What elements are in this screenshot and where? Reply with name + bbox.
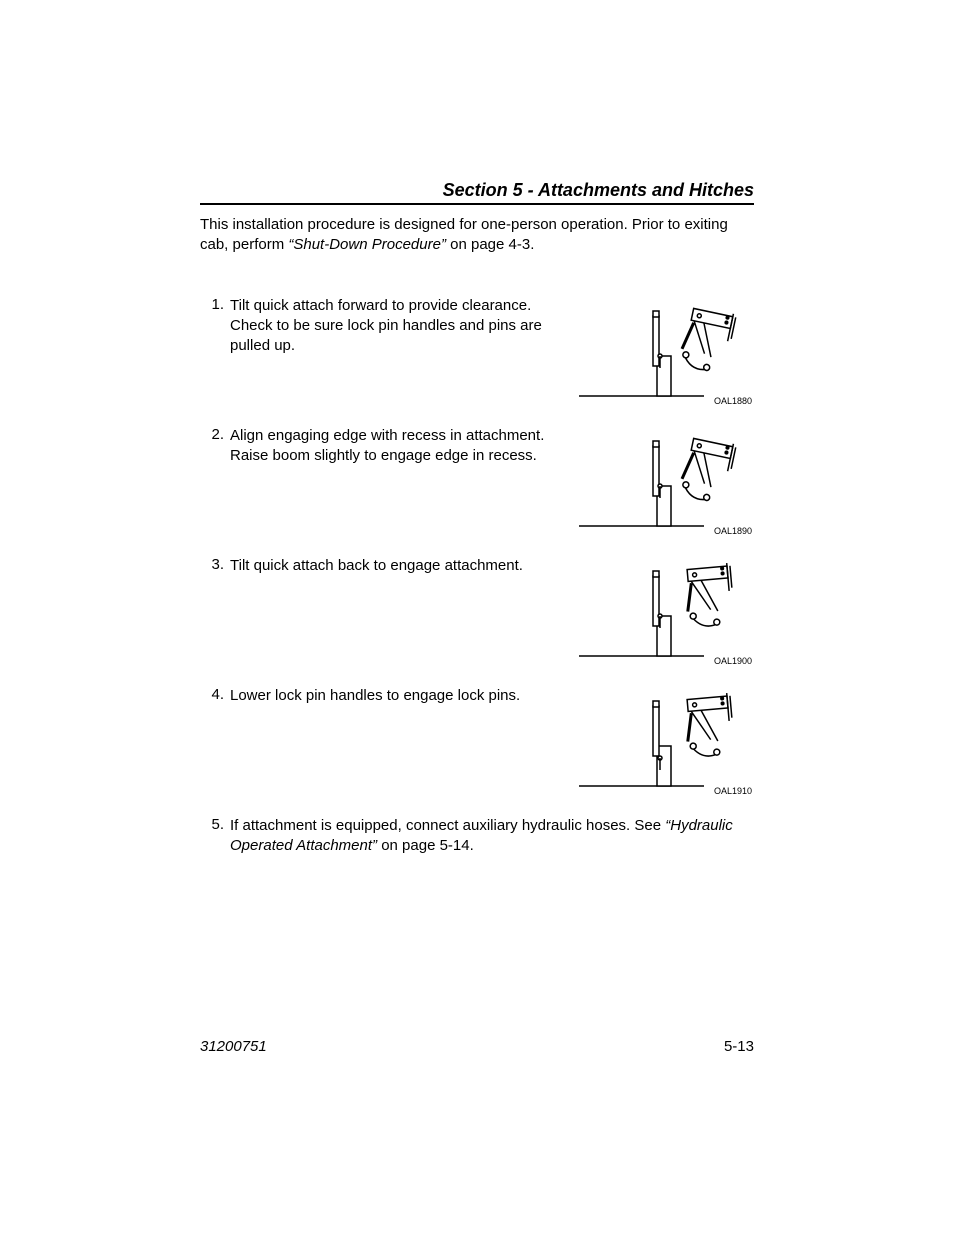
page-number: 5-13 <box>724 1038 754 1055</box>
step-figure: OAL1910 <box>574 686 754 796</box>
step-text: If attachment is equipped, connect auxil… <box>230 816 754 857</box>
intro-suffix: on page 4-3. <box>446 236 534 253</box>
step-figure: OAL1880 <box>574 296 754 406</box>
step-row: 4.Lower lock pin handles to engage lock … <box>200 686 754 796</box>
figure-code: OAL1910 <box>714 786 752 796</box>
step-row: 1.Tilt quick attach forward to provide c… <box>200 296 754 406</box>
figure-code: OAL1880 <box>714 396 752 406</box>
page-footer: 31200751 5-13 <box>200 1038 754 1055</box>
step-text: Tilt quick attach back to engage attachm… <box>230 556 574 576</box>
step-number: 4. <box>200 686 230 703</box>
step-figure: OAL1900 <box>574 556 754 666</box>
step-row: 2.Align engaging edge with recess in att… <box>200 426 754 536</box>
doc-number: 31200751 <box>200 1038 267 1055</box>
step-row: 5.If attachment is equipped, connect aux… <box>200 816 754 857</box>
step-text: Tilt quick attach forward to provide cle… <box>230 296 574 357</box>
step-number: 2. <box>200 426 230 443</box>
step-figure: OAL1890 <box>574 426 754 536</box>
step-text: Align engaging edge with recess in attac… <box>230 426 574 467</box>
step-row: 3.Tilt quick attach back to engage attac… <box>200 556 754 666</box>
step-number: 1. <box>200 296 230 313</box>
manual-page: Section 5 - Attachments and Hitches This… <box>0 0 954 1235</box>
step-number: 3. <box>200 556 230 573</box>
section-header: Section 5 - Attachments and Hitches <box>200 180 754 205</box>
intro-reference: “Shut-Down Procedure” <box>288 236 446 253</box>
step-text: Lower lock pin handles to engage lock pi… <box>230 686 574 706</box>
steps-list: 1.Tilt quick attach forward to provide c… <box>200 296 754 857</box>
step-number: 5. <box>200 816 230 833</box>
intro-paragraph: This installation procedure is designed … <box>200 215 754 256</box>
figure-code: OAL1890 <box>714 526 752 536</box>
figure-code: OAL1900 <box>714 656 752 666</box>
